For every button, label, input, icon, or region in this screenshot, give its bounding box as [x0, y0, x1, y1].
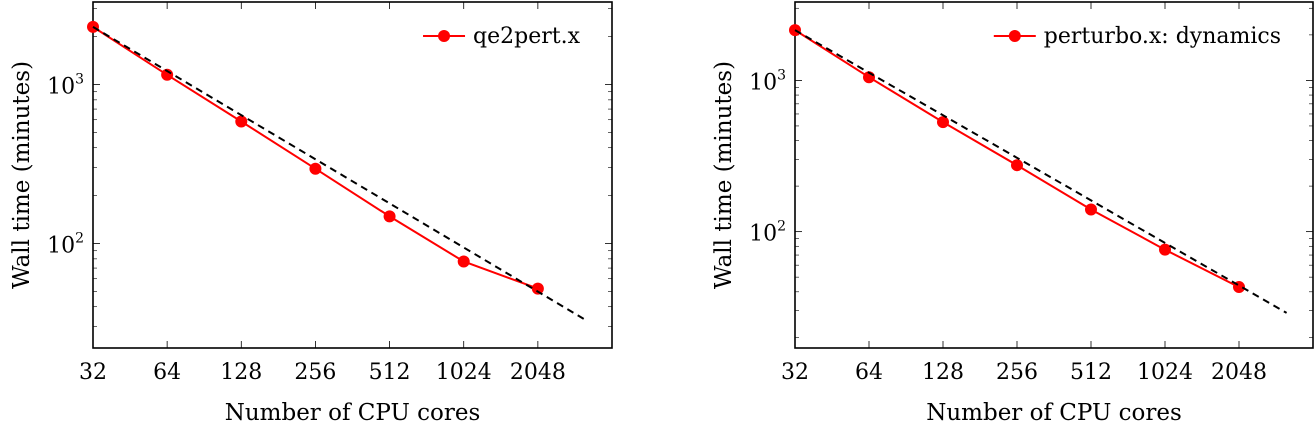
chart2-y-tick-base: 10 [749, 70, 777, 95]
chart1-x-tick-label: 128 [220, 360, 262, 385]
chart1-y-axis-label: Wall time (minutes) [9, 61, 35, 289]
chart1-x-tick-label: 2048 [510, 360, 566, 385]
chart1-legend-marker [438, 30, 451, 42]
chart1-x-tick-label: 1024 [436, 360, 492, 385]
chart2-legend-marker [1008, 30, 1021, 42]
chart2-y-tick-exponent: 3 [777, 67, 786, 83]
chart1-legend: qe2pert.x [423, 24, 581, 49]
chart2-x-tick-label: 512 [1070, 360, 1112, 385]
chart2-y-tick-exponent: 2 [777, 219, 786, 235]
chart1-axes-frame [92, 1, 613, 349]
chart2-legend-label: perturbo.x: dynamics [1044, 24, 1281, 49]
chart1-reference-line [92, 26, 587, 321]
chart2-axes-frame [794, 1, 1314, 349]
chart2-y-tick-label: 103 [749, 67, 786, 95]
chart1-data-point [309, 162, 322, 175]
chart1-y-tick-exponent: 2 [75, 230, 84, 246]
chart1-x-tick-label: 32 [79, 360, 107, 385]
chart2-x-tick-label: 32 [781, 360, 809, 385]
chart2-data-point [937, 116, 949, 129]
chart1-x-tick-label: 512 [369, 360, 411, 385]
chart2-x-axis-label: Number of CPU cores [926, 400, 1182, 426]
chart1-data-point [235, 115, 248, 128]
chart1-y-tick-label: 103 [47, 71, 84, 99]
chart1-x-axis-label: Number of CPU cores [225, 400, 481, 426]
chart2-reference-line [794, 29, 1288, 314]
chart1-data-point [383, 210, 396, 223]
chart2-data-point [1085, 203, 1097, 216]
chart2-y-tick-label: 102 [749, 219, 786, 247]
chart2-data-point [1011, 159, 1023, 172]
chart1-y-tick-exponent: 3 [75, 71, 84, 87]
chart1-legend-label: qe2pert.x [473, 24, 581, 49]
chart2-x-tick-label: 256 [996, 360, 1038, 385]
chart2-x-tick-label: 64 [855, 360, 883, 385]
chart1-data-point [457, 255, 470, 268]
chart1-y-tick-base: 10 [47, 74, 75, 99]
chart1-data-point [531, 282, 544, 295]
chart2-y-tick-base: 10 [749, 222, 777, 247]
chart1-x-tick-label: 256 [294, 360, 336, 385]
chart2-legend: perturbo.x: dynamics [993, 24, 1281, 49]
chart2-x-tick-label: 1024 [1137, 360, 1193, 385]
chart1-y-tick-label: 102 [47, 230, 84, 258]
chart2-y-axis-label: Wall time (minutes) [711, 61, 737, 289]
chart2-data-point [1159, 243, 1171, 256]
chart2-x-tick-label: 128 [922, 360, 964, 385]
chart1-x-tick-label: 64 [153, 360, 181, 385]
chart1-y-tick-base: 10 [47, 233, 75, 258]
chart2-x-tick-label: 2048 [1211, 360, 1267, 385]
